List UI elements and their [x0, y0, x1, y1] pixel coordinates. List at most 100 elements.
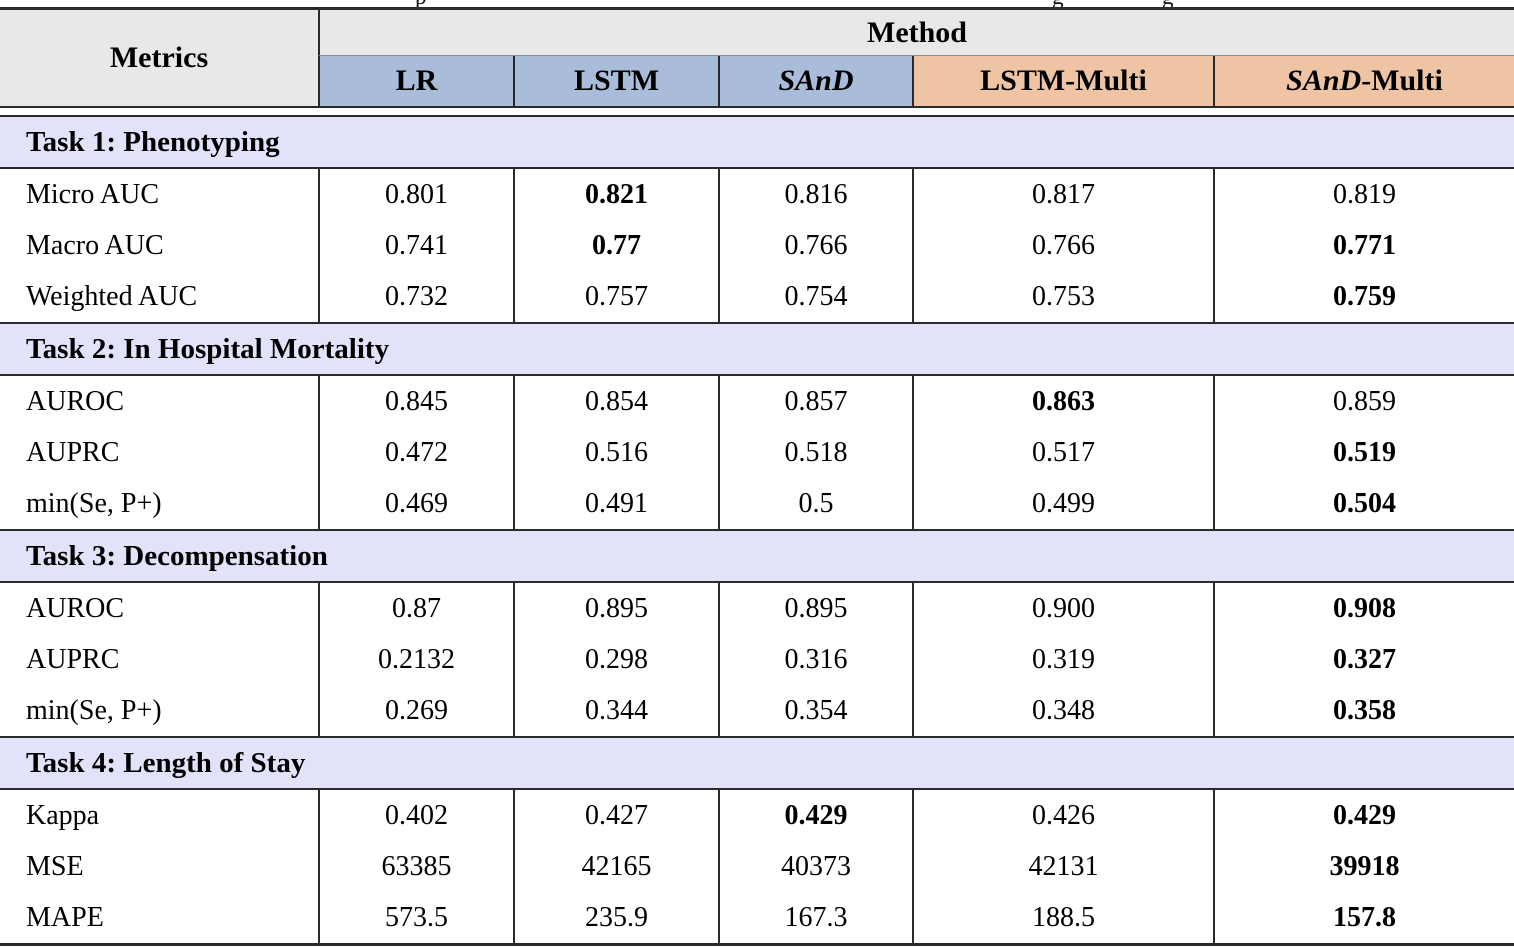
value-cell: 0.491 — [513, 478, 718, 529]
value-cell: 0.518 — [718, 427, 912, 478]
value-cell: 40373 — [718, 841, 912, 892]
value-cell: 0.821 — [513, 169, 718, 220]
caption-descender: g — [1162, 0, 1174, 7]
value-cell: 157.8 — [1213, 892, 1514, 943]
method-header-sand-multi: SAnD -Multi — [1213, 56, 1514, 106]
value-cell: 0.327 — [1213, 634, 1514, 685]
value-cell: 0.348 — [912, 685, 1213, 736]
value-cell: 0.354 — [718, 685, 912, 736]
value-cell: 0.741 — [318, 220, 513, 271]
method-label-part: -Multi — [1361, 64, 1443, 97]
value-cell: 0.319 — [912, 634, 1213, 685]
metrics-column-header: Metrics — [0, 10, 318, 106]
section-divider-rule — [0, 788, 1514, 790]
double-rule-gap — [0, 108, 1514, 115]
value-cell: 0.857 — [718, 376, 912, 427]
value-cell: 0.859 — [1213, 376, 1514, 427]
value-cell: 42131 — [912, 841, 1213, 892]
method-label-part: SAnD — [1286, 64, 1362, 97]
metric-name: MAPE — [26, 901, 104, 933]
header-bottom-rule-1 — [0, 106, 1514, 108]
value-cell: 0.429 — [718, 790, 912, 841]
value-cell: 42165 — [513, 841, 718, 892]
method-header-lr: LR — [318, 56, 513, 106]
value-cell: 0.766 — [912, 220, 1213, 271]
value-cell: 0.2132 — [318, 634, 513, 685]
value-cell: 0.472 — [318, 427, 513, 478]
value-cell: 0.427 — [513, 790, 718, 841]
method-header-lstm-multi: LSTM-Multi — [912, 56, 1213, 106]
section-rows: Kappa 0.402 0.427 0.429 0.426 0.429 MSE 63385 42… — [0, 790, 1514, 943]
header-bottom-rule-2 — [0, 115, 1514, 117]
value-cell: 0.344 — [513, 685, 718, 736]
value-cell: 0.817 — [912, 169, 1213, 220]
value-cell: 0.519 — [1213, 427, 1514, 478]
value-cell: 0.517 — [912, 427, 1213, 478]
metric-name: Micro AUC — [26, 178, 159, 210]
section-divider-rule — [0, 322, 1514, 324]
method-group-header: Method — [318, 10, 1514, 56]
metric-name: Weighted AUC — [26, 280, 198, 312]
value-cell: 0.469 — [318, 478, 513, 529]
method-header-lstm: LSTM — [513, 56, 718, 106]
value-cell: 0.316 — [718, 634, 912, 685]
section-divider-rule — [0, 736, 1514, 738]
section-divider-rule — [0, 167, 1514, 169]
value-cell: 0.732 — [318, 271, 513, 322]
value-cell: 39918 — [1213, 841, 1514, 892]
value-cell: 0.895 — [718, 583, 912, 634]
value-cell: 0.816 — [718, 169, 912, 220]
value-cell: 0.908 — [1213, 583, 1514, 634]
value-cell: 0.900 — [912, 583, 1213, 634]
task-banner: Task 4: Length of Stay — [0, 738, 1514, 788]
value-cell: 0.771 — [1213, 220, 1514, 271]
value-cell: 0.759 — [1213, 271, 1514, 322]
metric-name: AUPRC — [26, 436, 120, 468]
caption-descender: p — [415, 0, 427, 7]
value-cell: 0.429 — [1213, 790, 1514, 841]
value-cell: 0.895 — [513, 583, 718, 634]
task-banner: Task 1: Phenotyping — [0, 117, 1514, 167]
value-cell: 0.269 — [318, 685, 513, 736]
metric-name: Kappa — [26, 799, 100, 831]
value-cell: 63385 — [318, 841, 513, 892]
table-header: Metrics Method LR LSTM SAnD LSTM-Multi SAnD -… — [0, 10, 1514, 106]
section-rows: AUROC 0.87 0.895 0.895 0.900 0.908 AUPRC 0.2132… — [0, 583, 1514, 736]
value-cell: 0.766 — [718, 220, 912, 271]
metric-name: Macro AUC — [26, 229, 164, 261]
task-banner: Task 3: Decompensation — [0, 531, 1514, 581]
value-cell: 0.516 — [513, 427, 718, 478]
value-cell: 0.854 — [513, 376, 718, 427]
metric-name: AUROC — [26, 385, 125, 417]
task-banner: Task 2: In Hospital Mortality — [0, 324, 1514, 374]
metric-name: AUPRC — [26, 643, 120, 675]
value-cell: 0.426 — [912, 790, 1213, 841]
value-cell: 0.499 — [912, 478, 1213, 529]
value-cell: 0.402 — [318, 790, 513, 841]
value-cell: 0.754 — [718, 271, 912, 322]
method-label-part: SAnD — [778, 64, 854, 97]
section-divider-rule — [0, 581, 1514, 583]
metric-name: MSE — [26, 850, 84, 882]
method-label-part: LSTM-Multi — [980, 64, 1147, 97]
value-cell: 0.801 — [318, 169, 513, 220]
value-cell: 0.5 — [718, 478, 912, 529]
metric-name: min(Se, P+) — [26, 487, 162, 519]
clipped-caption-remnant: p g g — [0, 0, 1514, 7]
method-header-sand: SAnD — [718, 56, 912, 106]
value-cell: 235.9 — [513, 892, 718, 943]
table-top-rule — [0, 7, 1514, 10]
value-cell: 0.757 — [513, 271, 718, 322]
method-label-part: LR — [395, 64, 438, 97]
value-cell: 0.87 — [318, 583, 513, 634]
table-body: Task 1: Phenotyping Micro AUC 0.801 0.821 0.… — [0, 117, 1514, 943]
metric-name: AUROC — [26, 592, 125, 624]
value-cell: 0.819 — [1213, 169, 1514, 220]
metric-name: min(Se, P+) — [26, 694, 162, 726]
section-divider-rule — [0, 374, 1514, 376]
caption-descender: g — [1052, 0, 1064, 7]
value-cell: 0.504 — [1213, 478, 1514, 529]
section-rows: AUROC 0.845 0.854 0.857 0.863 0.859 AUPRC 0.472… — [0, 376, 1514, 529]
value-cell: 167.3 — [718, 892, 912, 943]
value-cell: 0.358 — [1213, 685, 1514, 736]
